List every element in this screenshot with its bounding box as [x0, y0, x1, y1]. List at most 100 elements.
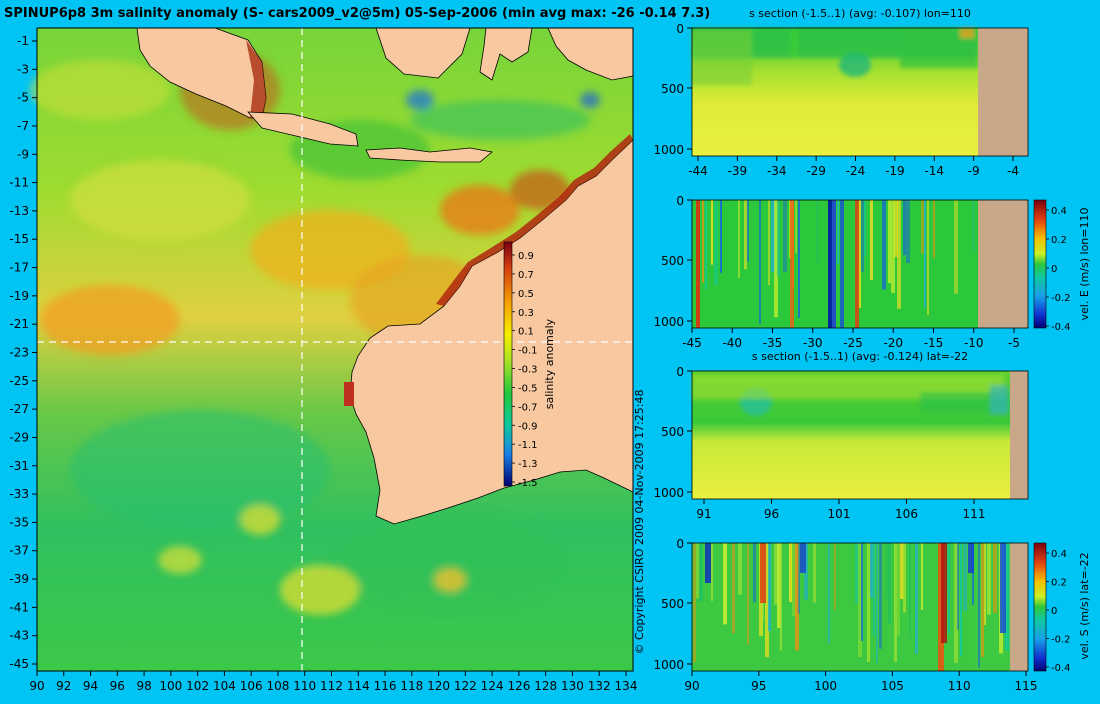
- colorbar-tick-label: -0.5: [518, 383, 538, 394]
- land-lesser-sunda: [365, 147, 493, 163]
- velocity-streak: [777, 200, 780, 277]
- panel-velS-lat22: vel. S (m/s) lat=-22: [691, 542, 1091, 672]
- panel-x-tick-label: -34: [767, 164, 787, 178]
- lon-tick-label: 104: [213, 679, 236, 693]
- panel-x-tick-label: -30: [803, 336, 823, 350]
- velocity-streak: [711, 200, 713, 265]
- velocity-streak: [957, 543, 959, 630]
- velocity-streak: [903, 200, 906, 256]
- lat-tick-label: -21: [9, 317, 29, 331]
- colorbar-tick-label: -1.5: [518, 478, 538, 489]
- lon-tick-label: 94: [83, 679, 98, 693]
- panel-x-tick-label: -9: [968, 164, 980, 178]
- lon-tick-label: 96: [110, 679, 125, 693]
- velocity-streak: [765, 543, 769, 658]
- colorbar-tick-label: 0.9: [518, 251, 534, 262]
- land-sulawesi: [479, 27, 533, 81]
- lon-tick-label: 90: [29, 679, 44, 693]
- velocity-streak: [798, 200, 800, 318]
- panel-colorbar-tick-label: 0.4: [1051, 549, 1067, 560]
- panel-x-tick-label: 110: [948, 679, 971, 693]
- velocity-streak: [972, 200, 975, 254]
- velocity-streak: [891, 200, 895, 294]
- velocity-streak: [963, 543, 967, 612]
- sumatra-coastal-band: [246, 40, 266, 118]
- velocity-streak: [858, 200, 861, 308]
- panel-2-title: s section (-1.5..1) (avg: -0.124) lat=-2…: [752, 350, 968, 363]
- panel-x-tick-label: 95: [751, 679, 766, 693]
- velocity-streak: [864, 200, 866, 257]
- velocity-streak: [906, 200, 910, 264]
- velocity-streak: [834, 543, 836, 610]
- panel-1-colorbar: [1033, 199, 1047, 329]
- colorbar-tick-label: -1.3: [518, 459, 538, 470]
- velocity-streak: [948, 543, 950, 634]
- colorbar-tick-label: -0.9: [518, 421, 538, 432]
- velocity-streak: [954, 543, 958, 663]
- velocity-streak: [780, 543, 782, 651]
- panel-1-texture: [696, 200, 975, 328]
- panel-x-tick-label: -5: [1008, 336, 1020, 350]
- panel-colorbar-tick-label: -0.2: [1051, 293, 1071, 304]
- panel-colorbar-tick-label: -0.2: [1051, 635, 1071, 646]
- velocity-streak: [768, 200, 770, 285]
- panel-x-tick-label: -15: [924, 336, 944, 350]
- velocity-streak: [894, 200, 898, 257]
- panel-3-border: [691, 542, 1029, 672]
- lon-tick-label: 106: [240, 679, 263, 693]
- panel-2-land: [1010, 371, 1028, 499]
- velocity-streak: [909, 543, 911, 638]
- lat-tick-label: -33: [9, 487, 29, 501]
- velocity-streak: [732, 543, 735, 634]
- lat-tick-label: -31: [9, 459, 29, 473]
- lat-tick-labels: -1 -3 -5 -7 -9 -11 -13 -15 -17 -19 -21 -23 -25 -27 -29…: [9, 34, 37, 671]
- colorbar-tick-label: -0.3: [518, 365, 538, 376]
- map-border: [36, 27, 634, 672]
- velocity-streak: [792, 543, 796, 617]
- panel-velE-lon110: vel. E (m/s) lon=110: [691, 199, 1091, 329]
- velocity-streak: [885, 543, 889, 599]
- panel-x-tick-label: -10: [964, 336, 984, 350]
- main-title: SPINUP6p8 3m salinity anomaly (S- cars20…: [4, 6, 710, 21]
- colorbar-tick-label: 0.1: [518, 327, 534, 338]
- lon-tick-labels: 90 92 94 96 98 100 102 104 106 108 110 112 114 116 118…: [29, 671, 637, 693]
- panel-y-tick-label: 0: [676, 365, 684, 379]
- panel-3-texture: [693, 543, 1009, 671]
- panel-colorbar-tick-label: 0.2: [1051, 578, 1067, 589]
- colorbar-tick-label: -0.1: [518, 346, 538, 357]
- velocity-streak: [894, 543, 897, 662]
- colorbar-tick-label: -0.7: [518, 402, 538, 413]
- velocity-streak: [747, 543, 749, 645]
- lon-tick-label: 98: [136, 679, 151, 693]
- lon-tick-label: 126: [507, 679, 530, 693]
- velocity-streak: [774, 543, 778, 605]
- colorbar-tick-label: 0.7: [518, 270, 534, 281]
- velocity-streak: [861, 200, 864, 272]
- velocity-streak: [696, 543, 699, 599]
- velocity-streak: [882, 200, 886, 290]
- velocity-streak: [993, 543, 997, 614]
- velocity-streak: [693, 543, 696, 663]
- panel-3-colorbar: [1033, 542, 1047, 672]
- velocity-streak: [897, 543, 900, 636]
- velocity-streak: [714, 200, 718, 286]
- velocity-streak: [855, 200, 859, 328]
- panel-x-tick-label: 111: [963, 507, 986, 521]
- velocity-streak: [858, 543, 862, 658]
- lat-tick-label: -27: [9, 402, 29, 416]
- velocity-streak: [915, 543, 918, 655]
- velocity-streak: [789, 543, 792, 602]
- velocity-streak: [873, 543, 875, 636]
- panel-x-tick-label: -25: [843, 336, 863, 350]
- velocity-streak: [972, 543, 974, 605]
- velocity-streak: [888, 543, 891, 624]
- velocity-streak: [798, 543, 800, 614]
- panel-x-tick-label: -44: [688, 164, 708, 178]
- main-colorbar-ramp: [503, 241, 513, 487]
- panel-x-tick-label: 100: [814, 679, 837, 693]
- lat-tick-label: -9: [17, 147, 29, 161]
- lat-tick-label: -37: [9, 544, 29, 558]
- panel-y-tick-label: 500: [661, 254, 684, 268]
- velocity-streak: [711, 543, 713, 601]
- panel-colorbar-tick-label: 0.2: [1051, 235, 1067, 246]
